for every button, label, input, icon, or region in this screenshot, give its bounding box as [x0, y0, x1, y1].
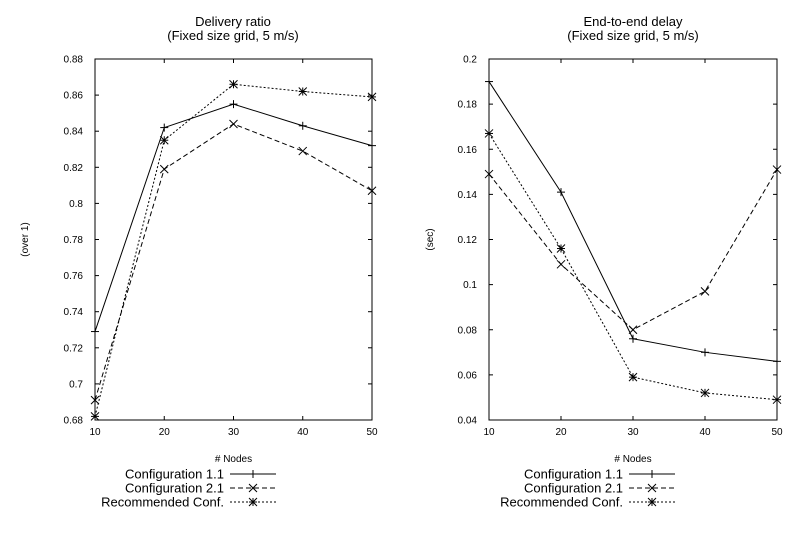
- data-point: [629, 334, 637, 343]
- data-point: [229, 79, 238, 89]
- series-1: [91, 100, 376, 336]
- x-tick-label: 50: [771, 427, 783, 438]
- y-tick-label: 0.88: [64, 55, 84, 66]
- data-point: [772, 165, 782, 174]
- chart-subtitle: (Fixed size grid, 5 m/s): [567, 28, 698, 43]
- x-tick-label: 10: [483, 427, 495, 438]
- y-tick-label: 0.84: [64, 127, 84, 138]
- legend-marker: [647, 497, 657, 507]
- y-tick-label: 0.16: [458, 145, 478, 156]
- series-2: [90, 119, 377, 405]
- y-tick-label: 0.12: [458, 235, 478, 246]
- plot-frame: [94, 58, 373, 421]
- data-point: [298, 87, 308, 96]
- data-point: [484, 169, 494, 179]
- chart-title: Delivery ratio: [195, 14, 271, 29]
- y-tick-label: 0.78: [64, 235, 84, 246]
- legend-marker: [647, 483, 657, 493]
- x-tick-label: 40: [699, 427, 711, 438]
- data-point: [484, 129, 494, 138]
- legend-label: Configuration 1.1: [524, 467, 623, 482]
- y-tick-label: 0.18: [458, 100, 478, 111]
- y-tick-label: 0.76: [64, 271, 84, 282]
- y-tick-label: 0.7: [69, 379, 83, 390]
- legend-label: Recommended Conf.: [500, 495, 623, 510]
- legend-marker: [248, 483, 258, 493]
- y-tick-label: 0.06: [458, 370, 478, 381]
- chart-1: Delivery ratio(Fixed size grid, 5 m/s) 0.…: [20, 14, 378, 510]
- x-tick-label: 40: [297, 427, 309, 438]
- y-tick-label: 0.86: [64, 91, 84, 102]
- data-point: [298, 146, 308, 156]
- data-point: [700, 287, 710, 296]
- series-3: [90, 79, 377, 421]
- series-line: [94, 103, 373, 332]
- y-tick-label: 0.74: [64, 307, 84, 318]
- series-3: [484, 129, 782, 405]
- plot-frame: [488, 58, 778, 421]
- x-axis-label: # Nodes: [614, 454, 651, 465]
- x-axis-label: # Nodes: [215, 454, 252, 465]
- series-2: [484, 165, 782, 335]
- data-point: [556, 244, 566, 253]
- series-line: [488, 81, 778, 362]
- y-tick-label: 0.82: [64, 163, 84, 174]
- x-tick-label: 20: [555, 427, 567, 438]
- y-tick-label: 0.8: [69, 199, 83, 210]
- y-tick-label: 0.14: [458, 190, 478, 201]
- data-point: [159, 164, 169, 174]
- data-point: [368, 141, 376, 150]
- legend-label: Configuration 1.1: [125, 467, 224, 482]
- legend-label: Configuration 2.1: [125, 481, 224, 496]
- y-tick-label: 0.04: [458, 416, 478, 427]
- y-tick-label: 0.1: [463, 280, 477, 291]
- series-line: [488, 133, 778, 401]
- legend-marker: [248, 497, 258, 507]
- data-point: [90, 412, 100, 421]
- legend-label: Configuration 2.1: [524, 481, 623, 496]
- x-tick-label: 20: [159, 427, 171, 438]
- x-tick-label: 50: [366, 427, 378, 438]
- data-point: [91, 327, 99, 336]
- y-tick-label: 0.72: [64, 343, 84, 354]
- data-point: [485, 77, 493, 86]
- y-tick-label: 0.68: [64, 416, 84, 427]
- series-1: [485, 77, 781, 366]
- data-point: [367, 92, 377, 102]
- data-point: [367, 186, 377, 196]
- data-point: [159, 135, 169, 145]
- data-point: [298, 121, 307, 130]
- data-point: [628, 325, 638, 335]
- series-line: [94, 123, 373, 401]
- data-point: [701, 348, 709, 357]
- data-point: [556, 259, 566, 269]
- x-tick-label: 10: [89, 427, 101, 438]
- data-point: [557, 188, 565, 197]
- data-point: [772, 395, 782, 405]
- series-line: [488, 169, 778, 331]
- y-tick-label: 0.08: [458, 325, 478, 336]
- y-tick-label: 0.2: [463, 55, 477, 66]
- legend-marker: [249, 470, 257, 478]
- chart-title: End-to-end delay: [583, 14, 683, 29]
- chart-2: End-to-end delay(Fixed size grid, 5 m/s)…: [425, 14, 783, 510]
- data-point: [229, 100, 238, 109]
- x-tick-label: 30: [228, 427, 240, 438]
- data-point: [773, 357, 781, 366]
- data-point: [700, 388, 710, 398]
- chart-subtitle: (Fixed size grid, 5 m/s): [167, 28, 298, 43]
- legend-label: Recommended Conf.: [101, 495, 224, 510]
- y-axis-label: (over 1): [20, 222, 31, 256]
- x-tick-label: 30: [627, 427, 639, 438]
- data-point: [229, 119, 238, 129]
- data-point: [628, 372, 638, 382]
- y-axis-label: (sec): [425, 228, 436, 250]
- data-point: [90, 395, 100, 405]
- data-point: [160, 123, 169, 132]
- legend-marker: [648, 470, 656, 478]
